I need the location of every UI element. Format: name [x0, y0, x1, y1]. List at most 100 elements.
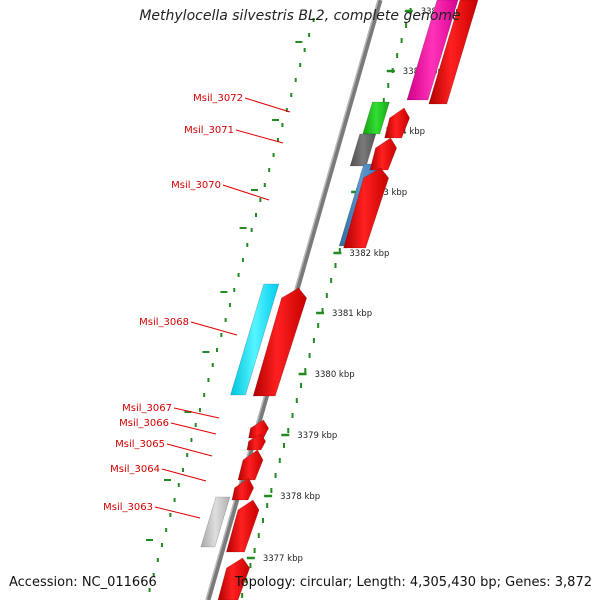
track-dot — [228, 303, 231, 307]
leader-line — [154, 506, 201, 519]
track-dot — [295, 398, 298, 403]
track-dot — [387, 83, 390, 88]
gene-label: Msil_3072 — [193, 93, 243, 104]
leader-line — [166, 443, 213, 457]
ruler-tick-label: 3382 kbp — [349, 249, 389, 259]
track-dot — [233, 288, 236, 292]
track-dot — [382, 98, 385, 103]
track-dot — [165, 528, 168, 532]
map-title: Methylocella silvestris BL2, complete ge… — [139, 8, 461, 24]
track-dot — [400, 38, 403, 43]
track-dot — [294, 78, 297, 82]
track-dot — [263, 183, 266, 187]
inner-dotted-track — [148, 18, 315, 592]
track-dot — [246, 243, 249, 247]
track-dot — [312, 338, 315, 343]
track-dot — [169, 513, 172, 517]
track-dot — [177, 483, 180, 487]
track-dot — [253, 548, 256, 553]
track-dot — [272, 153, 275, 157]
gene-arrow-msil-3072 — [384, 107, 410, 139]
ruler-tick-label: 3377 kbp — [263, 554, 303, 564]
gene-arrow-msil-3070 — [343, 167, 389, 249]
track-dot — [241, 593, 244, 598]
track-dot — [249, 563, 252, 568]
ruler-tick-label: 3384 kbp — [385, 127, 425, 137]
gene-arrow-msil-3063b — [231, 477, 254, 501]
track-dot — [338, 248, 341, 253]
track-dot — [186, 453, 189, 457]
track-dot — [152, 573, 155, 577]
feature-magenta — [406, 0, 459, 101]
track-dot — [220, 333, 223, 337]
track-dot — [194, 423, 197, 427]
track-dot — [266, 503, 269, 508]
gene-label: Msil_3071 — [184, 125, 234, 136]
track-dot — [308, 33, 311, 37]
track-dot — [299, 63, 302, 67]
gene-arrow-msil-3071 — [369, 137, 397, 171]
track-dot — [257, 533, 260, 538]
track-dot — [237, 273, 240, 277]
leader-line — [235, 129, 284, 144]
track-dot — [216, 348, 219, 352]
feature-lightgray-msil-3063 — [200, 496, 231, 548]
gene-label: Msil_3068 — [139, 317, 189, 328]
track-dot — [303, 48, 306, 52]
track-dot — [173, 498, 176, 502]
track-dot — [291, 413, 294, 418]
label-leader-lines — [154, 97, 291, 519]
track-dot — [405, 23, 408, 28]
track-dot — [396, 53, 399, 58]
accession-text: Accession: NC_011666 — [9, 575, 157, 590]
track-dot — [317, 323, 320, 328]
track-dot — [198, 408, 201, 412]
gene-label: Msil_3070 — [171, 180, 221, 191]
track-dot — [278, 458, 281, 463]
track-dot — [255, 213, 258, 217]
track-dot — [330, 278, 333, 283]
gene-label: Msil_3066 — [119, 418, 169, 429]
track-dot — [283, 443, 286, 448]
gene-label: Msil_3067 — [122, 403, 172, 414]
track-dot — [334, 263, 337, 268]
track-dot — [148, 588, 151, 592]
track-dot — [300, 383, 303, 388]
track-dot — [259, 198, 262, 202]
leader-line — [173, 407, 220, 419]
track-dot — [304, 368, 307, 373]
track-dot — [224, 318, 227, 322]
gene-label: Msil_3064 — [110, 464, 160, 475]
leader-line — [244, 97, 291, 113]
leader-line — [222, 184, 270, 201]
gene-arrow — [428, 0, 479, 105]
track-dot — [308, 353, 311, 358]
track-dot — [274, 473, 277, 478]
gene-label: Msil_3065 — [115, 439, 165, 450]
gene-arrow-msil-3063 — [226, 499, 260, 553]
ruler-tick-label: 3379 kbp — [297, 431, 337, 441]
leader-line — [170, 422, 217, 435]
track-dot — [261, 518, 264, 523]
track-dot — [290, 93, 293, 97]
track-dot — [270, 488, 273, 493]
track-dot — [160, 543, 163, 547]
track-dot — [281, 123, 284, 127]
gene-arrow-msil-3065 — [246, 433, 266, 451]
feature-cyan-msil-3068 — [230, 283, 280, 396]
topology-text: Topology: circular; Length: 4,305,430 bp… — [234, 575, 592, 590]
track-dot — [250, 228, 253, 232]
track-dot — [268, 168, 271, 172]
gene-arrow-msil-3068 — [252, 287, 307, 397]
leader-line — [161, 468, 207, 482]
gene-label: Msil_3063 — [103, 502, 153, 513]
track-dot — [190, 438, 193, 442]
track-dot — [321, 308, 324, 313]
ruler-tick-label: 3381 kbp — [332, 309, 372, 319]
ruler-tick-label: 3380 kbp — [315, 370, 355, 380]
track-dot — [312, 18, 315, 22]
track-dot — [241, 258, 244, 262]
ruler-tick-label: 3383 kbp — [367, 188, 407, 198]
